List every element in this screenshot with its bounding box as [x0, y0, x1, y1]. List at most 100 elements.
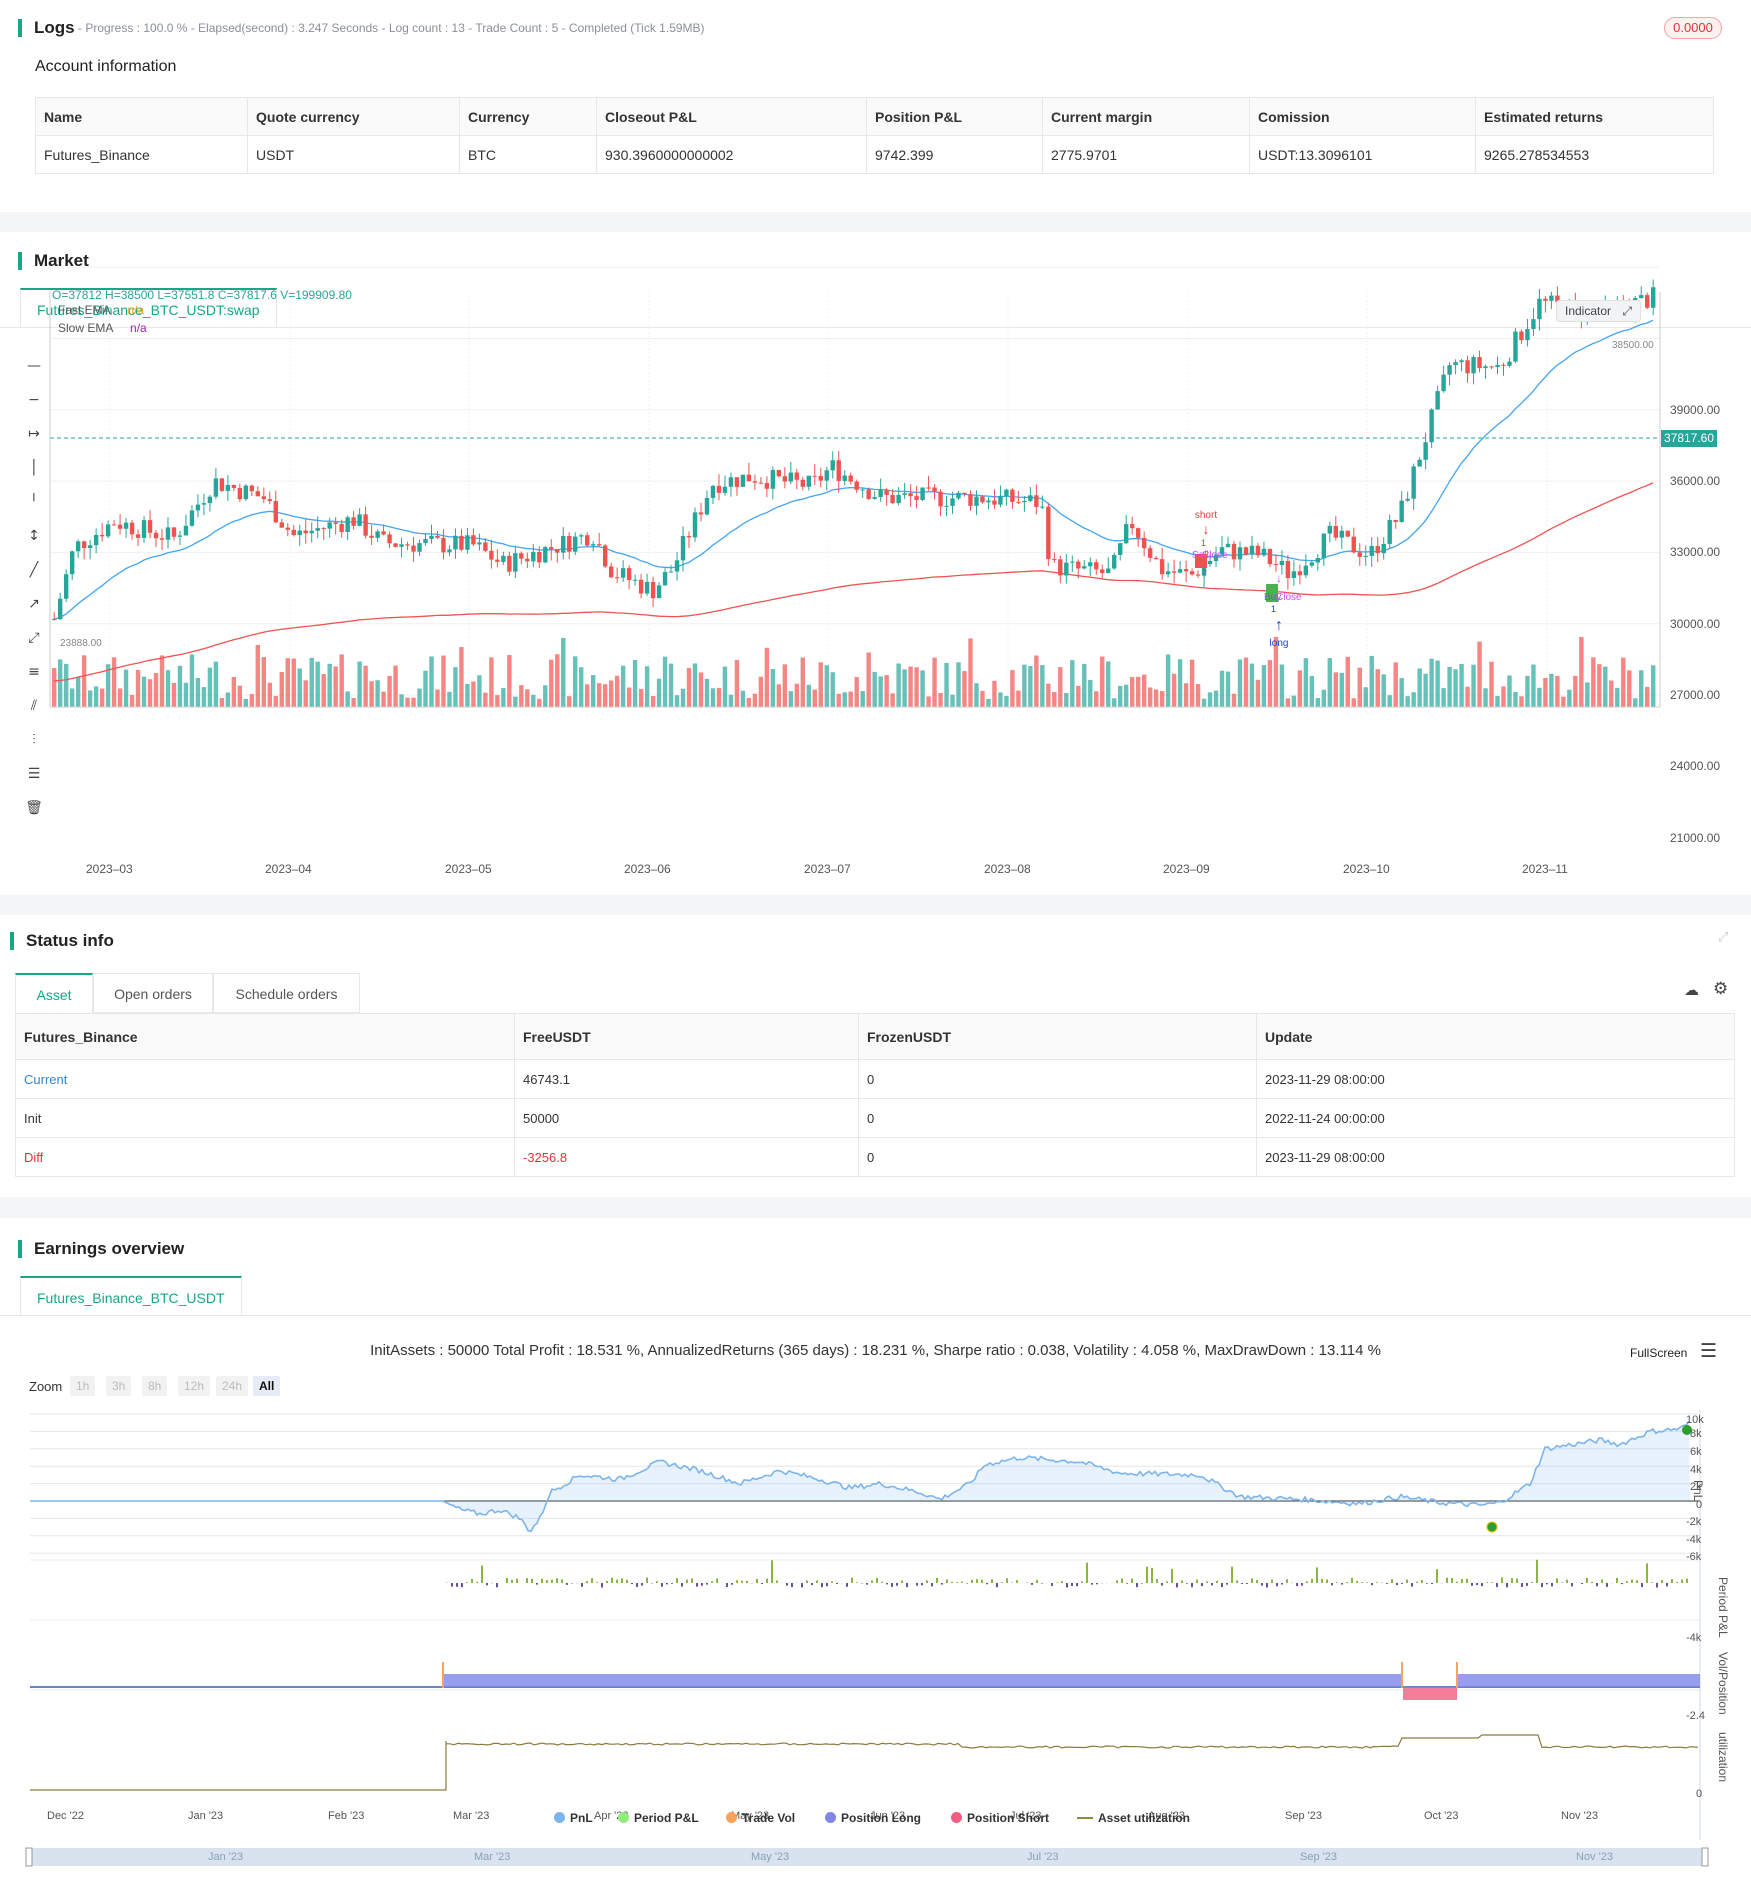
indicator-label: Indicator — [1565, 304, 1612, 318]
tab-earnings-symbol[interactable]: Futures_Binance_BTC_USDT — [20, 1276, 242, 1316]
candle-body — [1309, 562, 1315, 566]
vol-position-tick: -2.4 — [1686, 1710, 1705, 1722]
zoom-12h[interactable]: 12h — [178, 1376, 211, 1396]
volume-bar — [219, 698, 225, 707]
candle-body — [1106, 568, 1111, 573]
legend-period-pnl[interactable]: Period P&L — [618, 1811, 699, 1825]
volume-bar — [513, 696, 518, 707]
candle-body — [1435, 391, 1440, 410]
candle-body — [1555, 295, 1560, 303]
price-channel-icon[interactable]: ≡ — [28, 664, 40, 680]
candle-body — [1543, 298, 1548, 301]
volume-bar — [1483, 688, 1488, 707]
candle-body — [201, 503, 207, 505]
candle-body — [339, 523, 344, 532]
vertical-line-icon[interactable]: │ — [29, 460, 39, 476]
tab-schedule-orders[interactable]: Schedule orders — [213, 973, 360, 1013]
period-bar — [471, 1578, 473, 1583]
period-bar — [661, 1583, 663, 1587]
menu-icon[interactable]: ☰ — [1700, 1341, 1718, 1362]
legend-position-short[interactable]: Position Short — [951, 1811, 1049, 1825]
volume-bar — [992, 680, 997, 707]
volume-bar — [543, 685, 548, 707]
period-bar — [1186, 1583, 1188, 1584]
crosshair-icon[interactable]: — — [27, 358, 41, 374]
indicator-button[interactable]: Indicator ⤢ — [1556, 300, 1641, 322]
candle-body — [1046, 506, 1051, 560]
volume-bar — [842, 692, 847, 707]
legend-position-long[interactable]: Position Long — [825, 1811, 921, 1825]
candle-body — [1129, 524, 1135, 529]
vertical-ray-icon[interactable]: ↕ — [28, 528, 40, 544]
earnings-chart[interactable] — [0, 1400, 1751, 1899]
time-tick: Aug '23 — [1148, 1810, 1185, 1822]
candle-body — [261, 496, 267, 500]
cloud-download-icon[interactable]: ☁ — [1684, 982, 1699, 999]
period-bar — [1281, 1583, 1283, 1585]
fibonacci-icon[interactable]: ⫶ — [32, 732, 36, 748]
horizontal-line-icon[interactable]: − — [28, 392, 40, 408]
period-bar — [1306, 1581, 1308, 1583]
fullscreen-button[interactable]: FullScreen — [1630, 1346, 1688, 1360]
tab-market-symbol[interactable]: Futures_Binance_BTC_USDT:swap — [20, 288, 277, 328]
candle-body — [189, 510, 195, 526]
zoom-1h[interactable]: 1h — [70, 1376, 96, 1396]
volume-bar — [1088, 680, 1093, 707]
period-bar — [1276, 1583, 1278, 1587]
account-title: Account information — [35, 58, 177, 75]
extended-line-icon[interactable]: ⤢ — [28, 630, 40, 646]
expand-icon[interactable]: ⤢ — [1718, 929, 1729, 944]
period-bar — [836, 1583, 838, 1585]
volume-bar — [728, 694, 734, 707]
volume-bar — [1537, 687, 1542, 707]
horizontal-ray-icon[interactable]: ↦ — [28, 426, 40, 442]
logs-badge[interactable]: 0.0000 — [1664, 17, 1722, 39]
gear-icon[interactable]: ⚙ — [1713, 979, 1729, 998]
zoom-3h[interactable]: 3h — [106, 1376, 132, 1396]
tab-asset[interactable]: Asset — [15, 973, 93, 1013]
period-bar — [1086, 1562, 1088, 1583]
zoom-8h[interactable]: 8h — [142, 1376, 168, 1396]
navigator-track[interactable] — [26, 1848, 1708, 1866]
navigator-right-handle[interactable] — [1701, 1847, 1709, 1867]
volume-bar — [153, 673, 159, 707]
parallel-line-icon[interactable]: ⫽ — [30, 698, 38, 714]
volume-bar — [531, 694, 536, 707]
candle-body — [177, 535, 183, 537]
candle-body — [147, 520, 153, 533]
trend-line-icon[interactable]: ╱ — [29, 562, 39, 578]
earnings-summary: InitAssets : 50000 Total Profit : 18.531… — [370, 1342, 1381, 1359]
period-bar — [466, 1582, 468, 1583]
trash-icon[interactable]: 🗑 — [25, 800, 43, 816]
volume-bar — [758, 676, 764, 707]
candle-body — [1004, 489, 1009, 496]
zoom-24h[interactable]: 24h — [216, 1376, 249, 1396]
period-bar — [961, 1581, 963, 1583]
candle-body — [1381, 543, 1386, 554]
zoom-all[interactable]: All — [253, 1376, 281, 1396]
candle-body — [1279, 560, 1285, 566]
candle-body — [411, 545, 416, 552]
legend-asset-utilization[interactable]: Asset utilization — [1077, 1811, 1190, 1825]
candlestick-chart[interactable]: short ↓ 1 Sell Close ↑ ↓ Buy Close 1 ↑ l… — [0, 232, 1751, 895]
candle-body — [243, 485, 249, 500]
period-bar — [1521, 1583, 1523, 1587]
volume-bar — [998, 692, 1003, 707]
candle-body — [1531, 319, 1536, 330]
ray-line-icon[interactable]: ↗ — [28, 596, 40, 612]
text-lines-icon[interactable]: ☰ — [27, 766, 41, 782]
candle-body — [525, 558, 530, 562]
period-bar — [1626, 1581, 1628, 1583]
period-bar — [1581, 1583, 1583, 1585]
period-bar — [1351, 1577, 1353, 1583]
tab-open-orders[interactable]: Open orders — [93, 973, 213, 1013]
account-header-row: Name Quote currency Currency Closeout P&… — [35, 97, 1714, 136]
vertical-segment-icon[interactable]: ╵ — [29, 494, 39, 510]
candle-body — [1135, 528, 1141, 538]
legend-trade-vol[interactable]: Trade Vol — [726, 1811, 795, 1825]
navigator-left-handle[interactable] — [25, 1847, 33, 1867]
price-tick: 30000.00 — [1670, 617, 1721, 631]
legend-pnl[interactable]: PnL — [554, 1811, 593, 1825]
volume-bar — [782, 664, 788, 707]
candle-body — [459, 535, 464, 550]
